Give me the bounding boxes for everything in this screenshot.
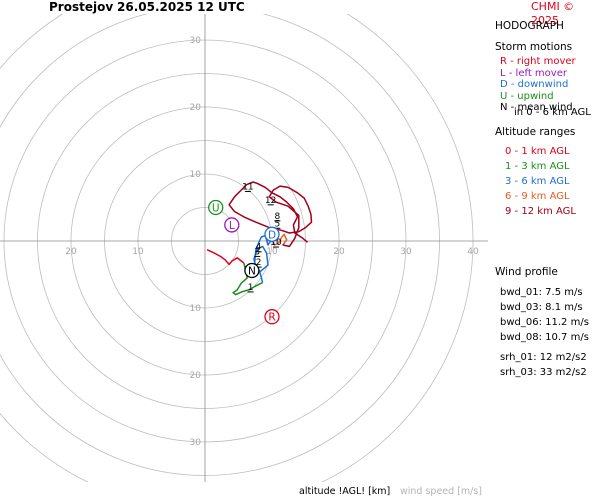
- wind-profile-title: Wind profile: [495, 266, 558, 278]
- x-tick-label: 20: [333, 247, 345, 257]
- wind-profile-item: bwd_08: 10.7 m/s: [500, 332, 589, 343]
- y-tick-label: 20: [190, 371, 202, 381]
- altitude-axis-label: altitude !AGL! [km]: [299, 486, 391, 497]
- altitude-legend-item: 1 - 3 km AGL: [505, 161, 570, 172]
- x-tick-label: 10: [132, 247, 144, 257]
- storm-marker-letter: L: [229, 220, 235, 232]
- storm-marker-circle: [244, 262, 260, 279]
- altitude-legend-item: 9 - 12 km AGL: [505, 206, 576, 217]
- y-tick-label: 20: [190, 103, 202, 113]
- y-tick-label: 30: [190, 438, 202, 448]
- storm-marker-circle: [224, 217, 240, 233]
- copyright: CHMI © 2025: [531, 0, 575, 27]
- altitude-legend-item: 0 - 1 km AGL: [505, 146, 570, 157]
- x-tick-label: 10: [266, 247, 278, 257]
- wind-profile-item: bwd_03: 8.1 m/s: [500, 302, 583, 313]
- storm-marker-letter: R: [268, 312, 275, 324]
- height-label: 10: [270, 238, 282, 248]
- height-label: 3: [254, 247, 260, 257]
- height-label: 2: [256, 258, 262, 268]
- height-label: 12: [265, 196, 276, 206]
- y-tick-label: 10: [190, 170, 202, 180]
- storm-marker-circle: [264, 226, 280, 242]
- storm-marker-letter: D: [268, 229, 276, 241]
- wind-profile-item: bwd_06: 11.2 m/s: [500, 317, 589, 328]
- wind-profile-item: bwd_01: 7.5 m/s: [500, 287, 583, 298]
- altitude-ranges-title: Altitude ranges: [495, 126, 576, 138]
- altitude-legend-item: 6 - 9 km AGL: [505, 191, 570, 202]
- storm-marker-circle: [208, 199, 224, 216]
- x-tick-label: 30: [400, 247, 412, 257]
- storm-motions-title: Storm motions: [495, 41, 573, 53]
- storm-legend-item: D - downwind: [500, 79, 569, 91]
- srh-item: srh_03: 33 m2/s2: [500, 367, 587, 378]
- height-label: 11: [242, 182, 253, 192]
- srh-item: srh_01: 12 m2/s2: [500, 352, 587, 363]
- storm-marker-circle: [264, 309, 280, 325]
- date-time: 26.05.2025 12 UTC: [117, 0, 245, 14]
- height-label: 5: [274, 219, 280, 229]
- x-tick-label: 20: [65, 247, 77, 257]
- height-label: 4: [256, 243, 262, 253]
- mean-wind-note: in 0 - 6 km AGL: [514, 107, 591, 118]
- height-label: 1: [248, 283, 254, 293]
- panel-title: HODOGRAPH: [495, 20, 564, 32]
- y-tick-label: 10: [190, 304, 202, 314]
- storm-legend-item: N - mean wind: [500, 102, 573, 114]
- hodograph-series-line: [232, 262, 263, 296]
- storm-legend-item: R - right mover: [500, 56, 576, 67]
- wind-speed-axis-label: wind speed [m/s]: [400, 486, 483, 497]
- storm-legend-item: L - left mover: [500, 67, 567, 79]
- storm-marker-letter: N: [248, 265, 256, 277]
- station-name: Prostejov: [49, 0, 114, 14]
- y-tick-label: 30: [190, 36, 202, 46]
- hodograph-series-line: [271, 233, 288, 246]
- hodograph-series-line: [206, 249, 245, 266]
- height-label: 8: [274, 212, 280, 222]
- altitude-legend-item: 3 - 6 km AGL: [505, 176, 570, 187]
- x-tick-label: 40: [467, 247, 479, 257]
- storm-legend-item: U - upwind: [500, 90, 554, 102]
- storm-marker-letter: U: [212, 203, 220, 215]
